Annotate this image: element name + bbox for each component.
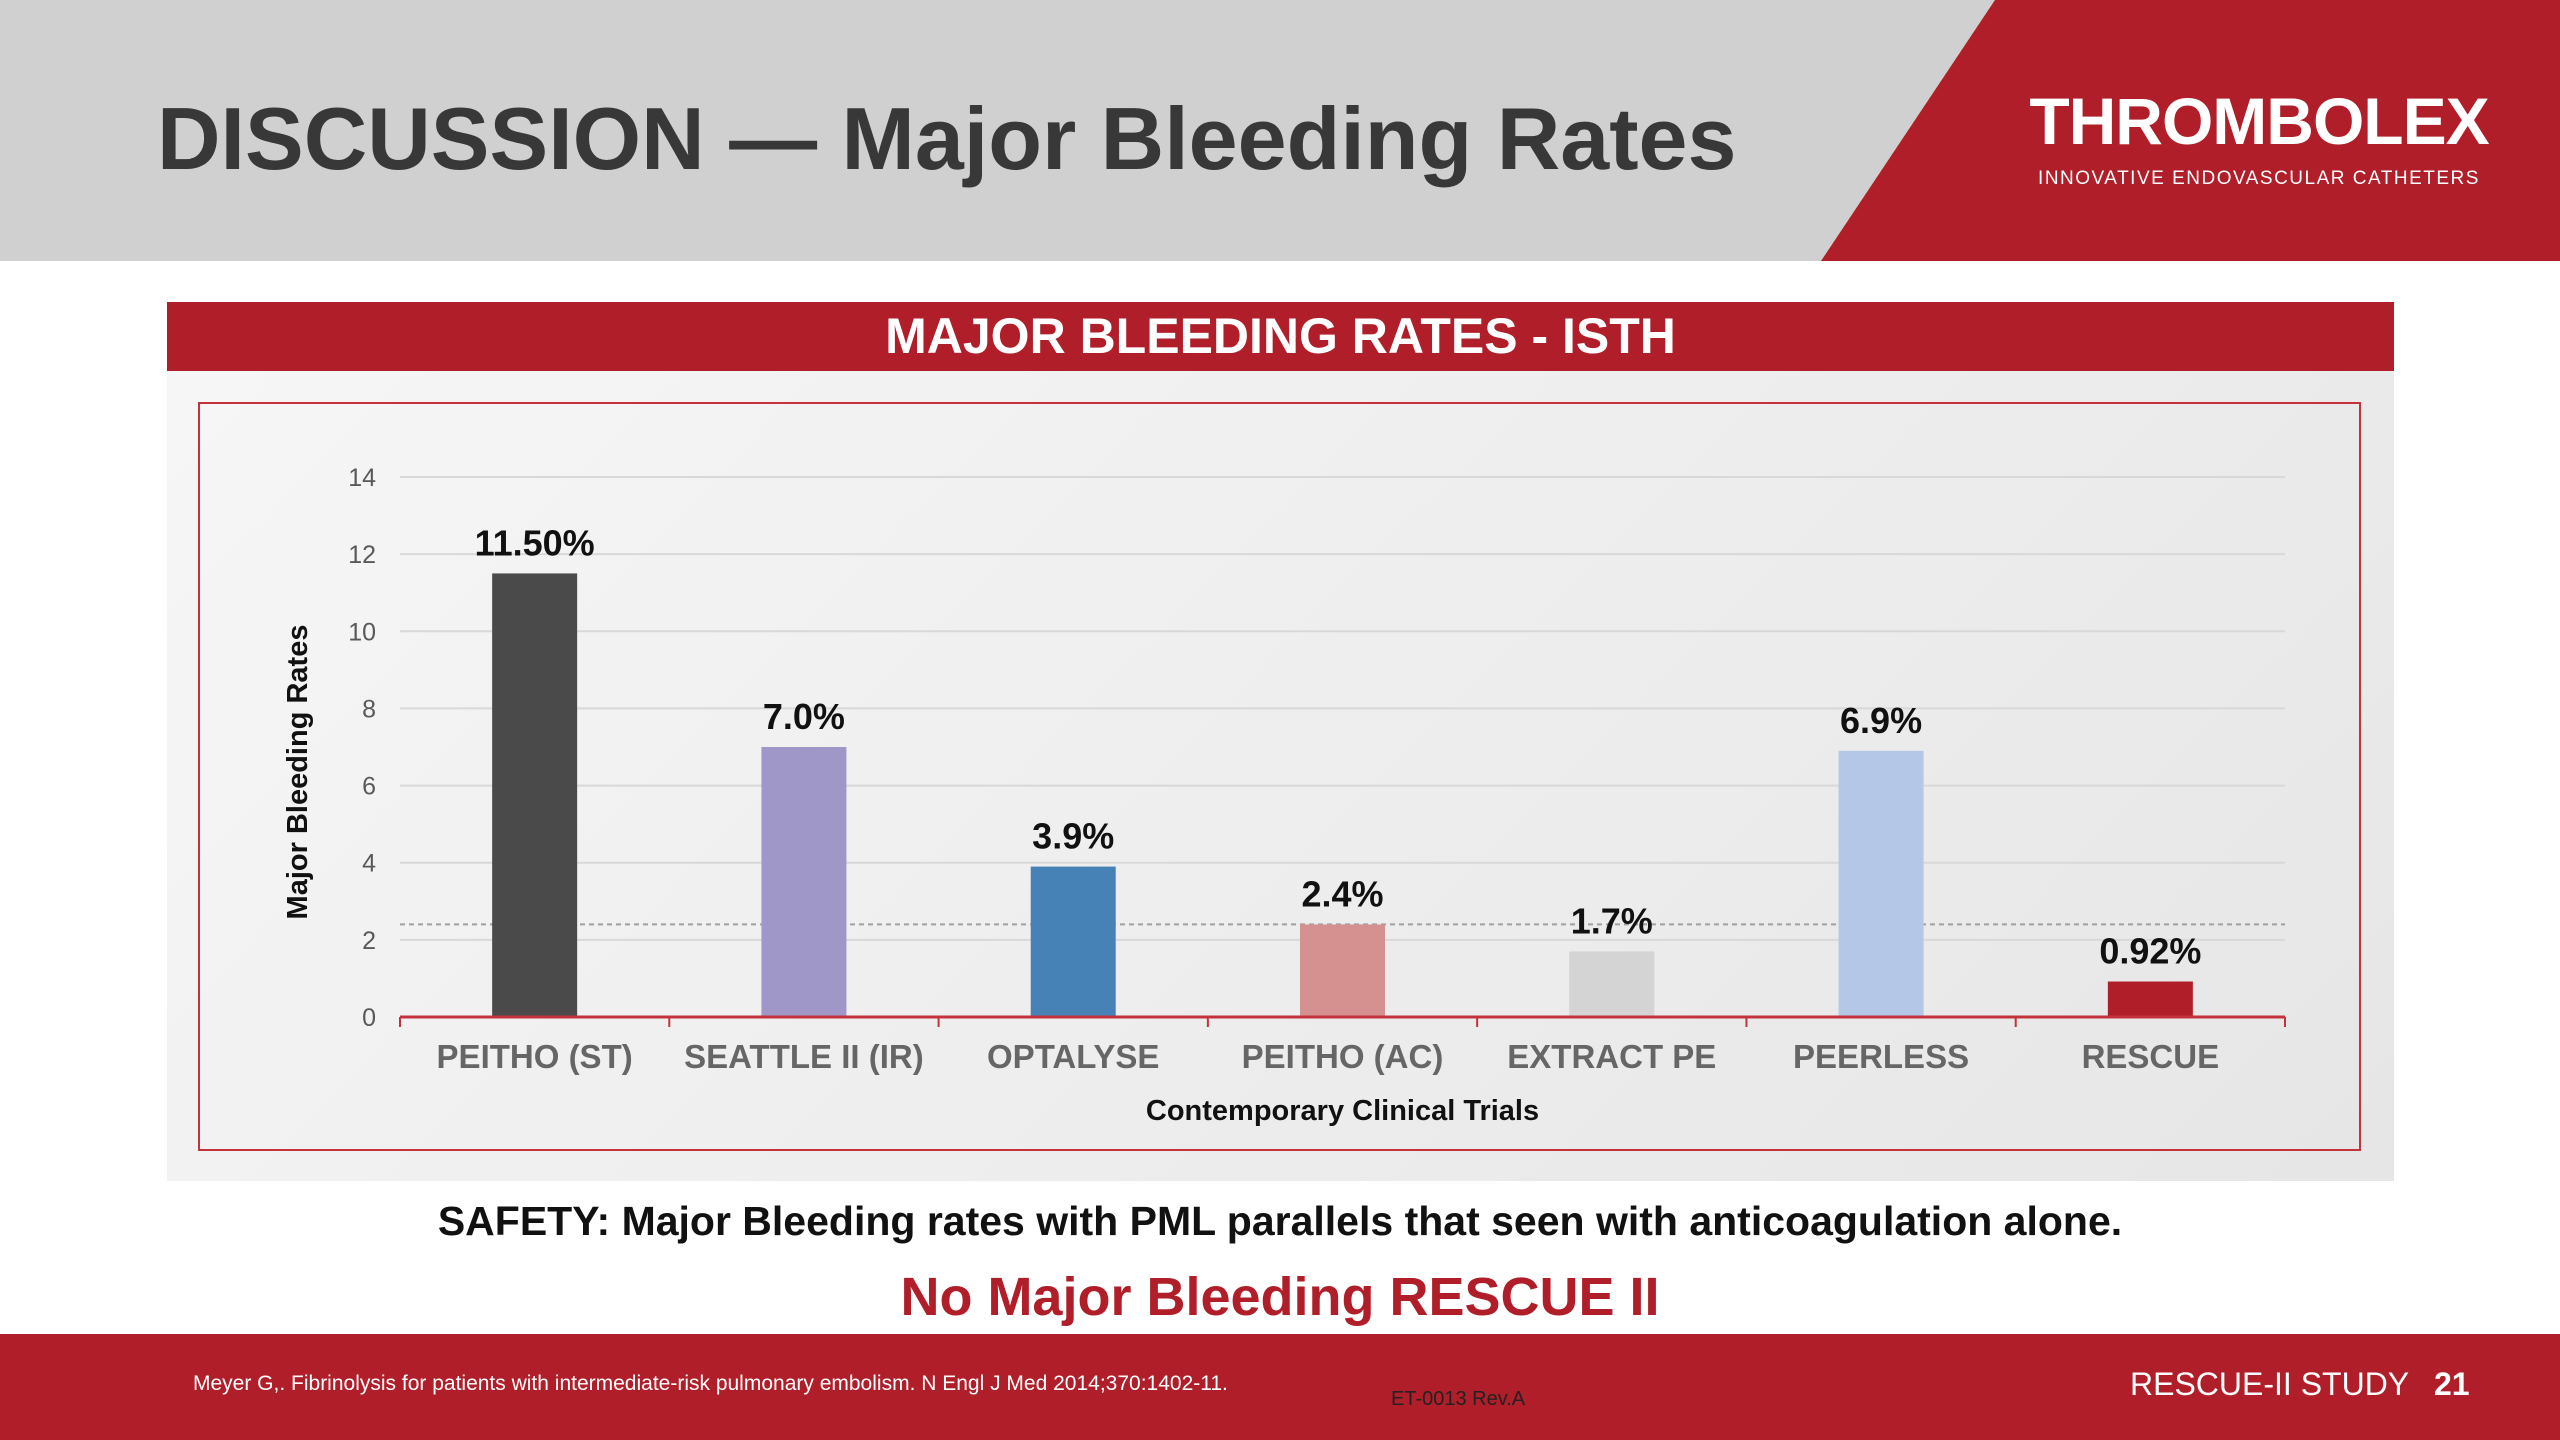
bar <box>492 573 578 1017</box>
conclusion-text: No Major Bleeding RESCUE II <box>900 1267 1660 1327</box>
y-tick-label: 6 <box>362 773 376 801</box>
y-tick-label: 10 <box>348 618 376 646</box>
x-tick-label: RESCUE <box>2082 1038 2220 1075</box>
data-label: 1.7% <box>1571 900 1653 941</box>
citation: Meyer G,. Fibrinolysis for patients with… <box>193 1372 1228 1395</box>
safety-statement: SAFETY: Major Bleeding rates with PML pa… <box>437 1198 2123 1244</box>
x-tick-label: EXTRACT PE <box>1507 1038 1716 1075</box>
chart-title-banner: MAJOR BLEEDING RATES - ISTH <box>167 302 2394 371</box>
bar <box>1300 924 1385 1017</box>
page-title: DISCUSSION — Major Bleeding Rates <box>157 89 1737 188</box>
x-tick-label: SEATTLE II (IR) <box>684 1038 924 1075</box>
y-tick-label: 8 <box>362 695 376 723</box>
data-label: 2.4% <box>1301 873 1383 914</box>
y-tick-label: 0 <box>362 1004 376 1032</box>
y-tick-label: 4 <box>362 850 376 878</box>
red-diagonal-panel <box>1821 0 2560 261</box>
data-label: 0.92% <box>2099 931 2201 972</box>
data-label: 3.9% <box>1032 816 1114 857</box>
bar <box>1838 750 1924 1017</box>
x-tick-label: PEERLESS <box>1793 1038 1969 1075</box>
y-tick-label: 2 <box>362 927 376 955</box>
logo-tagline: INNOVATIVE ENDOVASCULAR CATHETERS <box>2038 168 2480 189</box>
data-label: 11.50% <box>475 522 595 563</box>
x-tick-label: PEITHO (ST) <box>437 1038 633 1075</box>
y-tick-label: 14 <box>348 464 376 492</box>
bar <box>1569 951 1655 1017</box>
thrombolex-logo: THROMBOLEX INNOVATIVE ENDOVASCULAR CATHE… <box>2028 88 2490 190</box>
document-code: ET-0013 Rev.A <box>1391 1388 1526 1410</box>
page-number: 21 <box>2434 1366 2470 1402</box>
footer-band <box>0 1334 2560 1440</box>
bar <box>1030 866 1116 1017</box>
data-label: 7.0% <box>763 696 845 737</box>
chart-frame <box>198 402 2361 1151</box>
x-tick-label: OPTALYSE <box>987 1038 1159 1075</box>
data-label: 6.9% <box>1840 700 1922 741</box>
study-name: RESCUE-II STUDY <box>2130 1366 2410 1402</box>
logo-name: THROMBOLEX <box>2029 84 2489 158</box>
bar <box>761 747 847 1017</box>
y-axis-title: Major Bleeding Rates <box>282 625 314 920</box>
y-tick-label: 12 <box>348 541 376 569</box>
bar <box>2107 981 2193 1017</box>
x-axis-title: Contemporary Clinical Trials <box>1146 1095 1539 1127</box>
x-tick-label: PEITHO (AC) <box>1242 1038 1444 1075</box>
